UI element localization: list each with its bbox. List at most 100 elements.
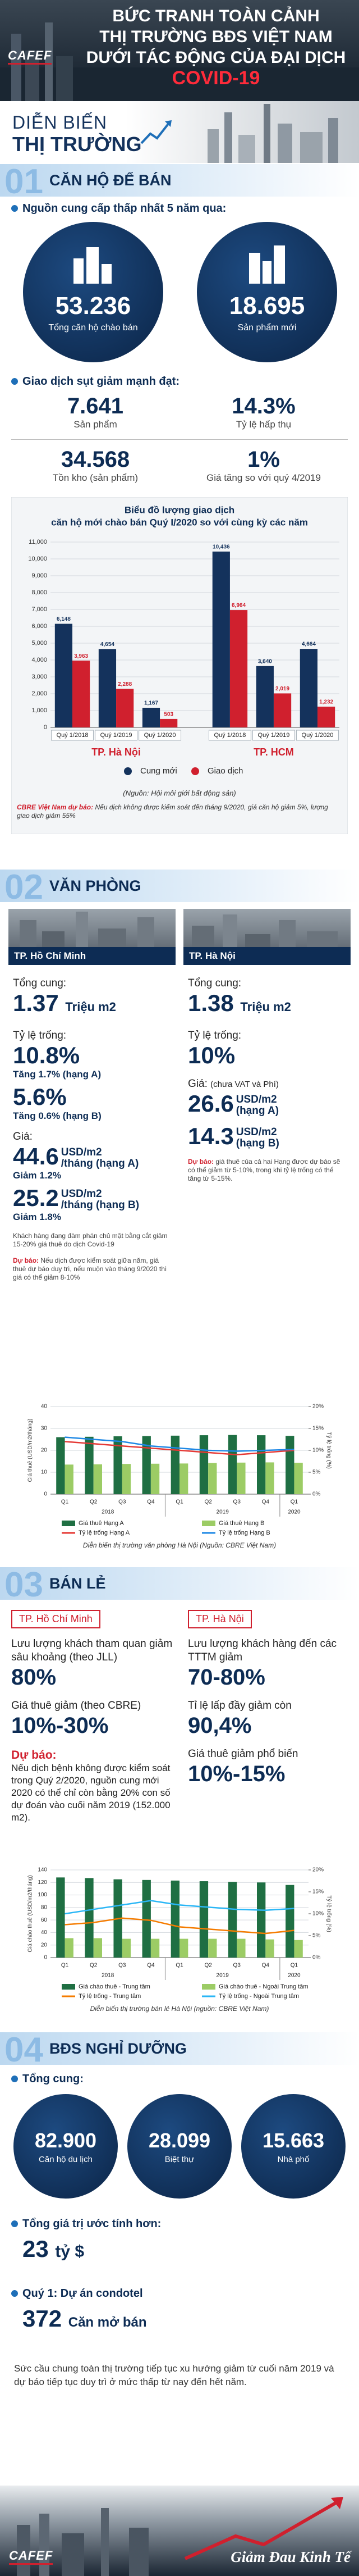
number: 44.6 [13,1143,59,1169]
x-tick-label: Q2 [204,1963,212,1969]
value: 10% [188,1042,236,1068]
y-tick-label: 8,000 [31,589,47,596]
stat-value: 1% [247,447,280,472]
bar [56,1877,65,1958]
city-content: Tổng cung: 1.37 Triệu m2 Tỷ lệ trống: 10… [8,965,176,1285]
bar [180,1938,188,1958]
city-column: TP. Hà Nội Lưu lượng khách hàng đến các … [188,1610,348,1787]
y2-tick-label: 15% [312,1889,324,1895]
title: BỨC TRANH TOÀN CẢNH THỊ TRƯỜNG BĐS VIỆT … [79,6,353,89]
line [65,1436,294,1452]
y-tick-label: 80 [41,1904,48,1910]
city-name: TP. Hồ Chí Minh [8,947,176,965]
city-photo: TP. Hồ Chí Minh [8,909,176,965]
label: Lưu lượng khách hàng đến các TTTM giảm [188,1638,337,1663]
group-label: 2019 [217,1509,229,1515]
y-tick-label: 30 [41,1426,48,1432]
logo: CAFEF [9,2548,53,2565]
bar [65,1464,73,1494]
forecast-text: Nếu dịch được kiểm soát giữa năm, giá th… [13,1257,167,1281]
y-tick-label: 140 [38,1867,47,1873]
divider [11,439,348,440]
number: 26.6 [188,1090,234,1117]
x-tick-label: Q1 [291,1963,298,1969]
trend-icon [140,120,172,144]
value-label: 3,640 [258,658,272,665]
unit: USD/m2/tháng (hạng A) [61,1146,139,1169]
value-label: 3,963 [74,653,88,659]
number: 1.38 [188,990,234,1016]
chart: Diễn biến thị trường bán lẻ Hà Nội (nguồ… [27,1867,333,2013]
group-label: 2020 [288,1973,301,1979]
bar [256,666,274,727]
bar [113,1436,122,1494]
stat-circle: 18.695 Sản phẩm mới [197,222,337,362]
bar [286,1436,294,1494]
y2-axis-title: Tỷ lệ trống (%) [325,1432,332,1469]
section-title: CĂN HỘ ĐỂ BÁN [49,172,172,189]
forecast: Dự báo: giá thuê của cả hai Hạng được dự… [188,1158,346,1183]
stat-label: Sản phẩm [73,419,117,430]
value-label: 10,436 [213,544,230,550]
value: 23 tỷ $ [22,2236,84,2263]
group-label: TP. Hà Nội [91,747,141,758]
y2-tick-label: 5% [312,1933,321,1939]
value-label: 2,019 [275,686,289,692]
heading: Tổng giá trị ước tính hơn: [11,2218,161,2231]
city-name: TP. Hà Nội [183,947,351,965]
section-header: 01 CĂN HỘ ĐỂ BÁN [0,162,359,201]
y-tick-label: 9,000 [31,572,47,579]
logo: CAFEF [8,48,52,65]
bar [122,1938,131,1958]
legend-label: Giá thuê Hạng B [219,1520,264,1527]
value-label: 4,664 [302,641,316,648]
bar [160,718,178,727]
value: 14.3 USD/m2 (hạng B) [188,1123,346,1150]
bar [265,1462,274,1494]
bar [265,1939,274,1958]
bar [229,610,248,727]
unit: USD/m2/tháng (hạng B) [61,1188,139,1211]
heading: Giao dịch sụt giảm mạnh đạt: [11,375,180,388]
y2-tick-label: 10% [312,1448,324,1454]
heading: Nguồn cung cấp thấp nhất 5 năm qua: [11,202,226,215]
skyline [17,2497,343,2576]
chart-title: Biểu đồ lượng giao dịch [125,504,234,515]
items: Lưu lượng khách hàng đến các TTTM giảm 70… [188,1637,348,1787]
section-header: 04 BĐS NGHỈ DƯỠNG [0,2031,359,2069]
stat-circle: 53.236 Tổng căn hộ chào bán [23,222,163,362]
unit: Triệu m2 [240,1000,291,1014]
group-label: 2018 [102,1973,114,1979]
section-title: BÁN LẺ [49,1575,106,1592]
bar [199,1435,209,1494]
stat-value: 14.3% [232,394,296,418]
bar [257,1882,266,1958]
bar [142,707,160,727]
value-label: 1,167 [144,700,158,707]
bar [72,661,90,727]
stat-label: Tỷ lệ hấp thụ [236,419,292,430]
category-box [139,730,182,741]
number: 25.2 [13,1185,59,1211]
y-tick-label: 40 [41,1929,48,1936]
stat-label: Tồn kho (sản phẩm) [52,472,139,483]
city-name: TP. Hà Nội [188,1610,252,1628]
x-tick-label: Quý 1/2018 [214,732,246,739]
footer: CAFEF Giảm Đau Kinh Tế [0,2486,359,2576]
chart-title: căn hộ mới chào bán Quý I/2020 so với cù… [51,517,308,527]
forecast-label: CBRE Việt Nam dự báo: [17,803,94,811]
items: Lưu lượng khách tham quan giảm sâu khoản… [11,1637,174,1738]
bar [93,1938,102,1958]
x-tick-label: Quý 1/2020 [302,732,334,739]
legend-label: Tỷ lệ trống - Ngoài Trung tâm [219,1993,299,2000]
y-tick-label: 20 [41,1942,48,1948]
y-tick-label: 5,000 [31,640,47,647]
y-tick-label: 3,000 [31,673,47,680]
x-tick-label: Q3 [233,1499,241,1505]
title-line: BỨC TRANH TOÀN CẢNH [112,7,320,25]
value: 70-80% [188,1665,265,1690]
y-tick-label: 0 [44,1491,47,1498]
x-tick-label: Quý 1/2018 [57,732,89,739]
section-header: 02 VĂN PHÒNG [0,868,359,907]
group-label: 2019 [217,1973,229,1979]
